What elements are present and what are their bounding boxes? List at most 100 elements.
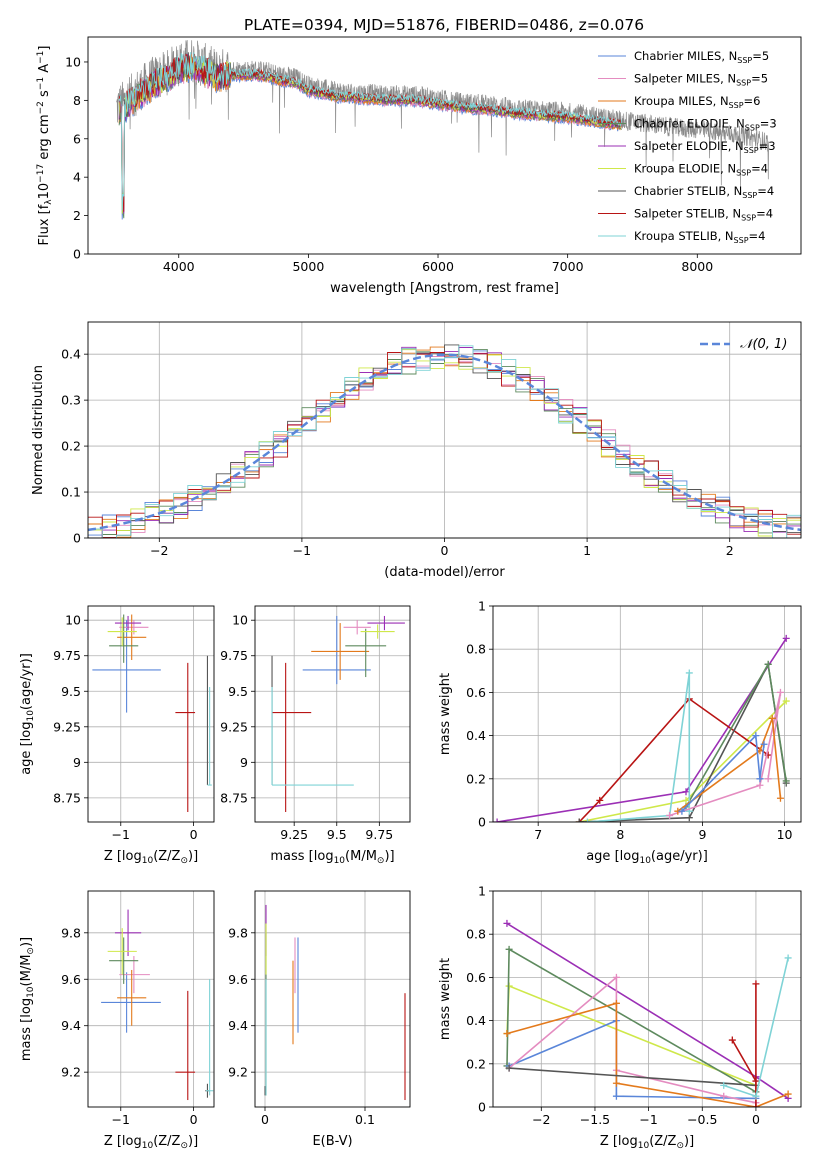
y-axis-label: mass [log10(M/M⊙)] (19, 937, 36, 1061)
x-tick-label: 1 (583, 543, 591, 558)
weight-marker (764, 775, 772, 783)
y-tick-label: 0.4 (466, 728, 486, 743)
weight-marker (784, 1090, 792, 1098)
weight-marker (505, 1064, 513, 1072)
y-tick-label: 8.75 (53, 790, 81, 805)
legend-label: Chabrier ELODIE, NSSP=3 (634, 117, 777, 133)
x-tick-label: −2 (532, 1112, 550, 1127)
model-spectrum (118, 52, 623, 211)
weight-line (496, 637, 787, 822)
weight-marker (503, 1030, 511, 1038)
y-tick-label: 0 (478, 815, 486, 830)
x-axis-label-part: mass [log (270, 849, 333, 864)
x-tick-label: −1 (639, 1112, 657, 1127)
legend-sub: SSP (741, 214, 756, 223)
x-axis-label-part: Z [log (104, 1134, 142, 1149)
weight-line (508, 975, 757, 1104)
x-axis-label: Z [log10(Z/Z⊙)] (104, 849, 198, 866)
x-axis-label-part: ⊙ (180, 856, 188, 866)
legend-label: Chabrier STELIB, NSSP=4 (634, 184, 774, 200)
axes-frame (254, 605, 411, 823)
legend-tail: =3 (760, 117, 777, 131)
y-tick-label: 10 (65, 54, 81, 69)
x-axis-label-part: )] (188, 849, 198, 864)
legend-tail: =4 (757, 184, 774, 198)
y-tick-label: 0.1 (61, 485, 81, 500)
legend-base: Kroupa ELODIE, N (634, 162, 736, 176)
x-tick-label: 9.75 (365, 827, 393, 842)
x-tick-label: 0 (261, 1112, 269, 1127)
x-tick-label: 10 (777, 827, 793, 842)
mass-vs-Z-panel: −1 09.29.49.69.8Z [log10(Z/Z⊙)]mass [log1… (19, 890, 215, 1151)
y-tick-label: 9.2 (228, 1065, 248, 1080)
y-axis-label-part: −1 (36, 51, 46, 64)
weight-marker (752, 1077, 760, 1085)
weight-lines (503, 919, 792, 1107)
axes-frame (87, 321, 802, 539)
y-tick-label: 0 (73, 531, 81, 546)
weight-line (578, 697, 769, 822)
y-tick-label: 9.8 (61, 925, 81, 940)
axes-frame (492, 605, 802, 823)
weight-marker (583, 818, 591, 822)
x-axis-label-part: (age/yr)] (651, 849, 708, 864)
weight-marker (596, 796, 604, 804)
weight-marker (752, 980, 760, 988)
x-axis-label-part: ⊙ (180, 1141, 188, 1151)
weight-marker (612, 973, 620, 981)
x-axis-label-part: ⊙ (676, 1141, 684, 1151)
x-tick-label: 5000 (292, 259, 324, 274)
errorbars (264, 904, 406, 1101)
legend-label: Kroupa ELODIE, NSSP=4 (634, 162, 768, 178)
y-tick-label: 0 (73, 247, 81, 262)
y-tick-label: 9.25 (220, 719, 248, 734)
y-axis-label: mass weight (438, 673, 453, 755)
legend-label: Salpeter STELIB, NSSP=4 (634, 207, 773, 223)
weight-marker (752, 1092, 760, 1100)
weight-marker (782, 634, 790, 642)
axes-frame (492, 890, 802, 1108)
x-axis-label-part: ⊙ (377, 856, 385, 866)
spectrum-lines (116, 40, 769, 220)
y-axis-label-part: −2 (36, 101, 46, 114)
weight-marker (685, 814, 693, 822)
legend-tail: =5 (752, 49, 769, 63)
x-tick-label: 8000 (681, 259, 713, 274)
x-axis-label: wavelength [Angstrom, rest frame] (330, 281, 559, 296)
x-tick-label: 0 (190, 1112, 198, 1127)
weight-marker (678, 807, 686, 815)
x-tick-label: 9 (698, 827, 706, 842)
weight-marker (784, 954, 792, 962)
weight-marker (782, 697, 790, 705)
y-tick-label: 0.4 (61, 347, 81, 362)
y-tick-label: 10 (232, 613, 248, 628)
x-tick-label: 4000 (163, 259, 195, 274)
axes-frame (87, 605, 215, 823)
y-tick-label: 0.3 (61, 393, 81, 408)
weight-marker (752, 1103, 760, 1107)
y-tick-label: 0.6 (466, 685, 486, 700)
x-tick-label: −1.5 (580, 1112, 610, 1127)
y-tick-label: 8.75 (220, 790, 248, 805)
y-tick-label: 8 (73, 93, 81, 108)
legend-tail: =5 (751, 72, 768, 86)
x-axis-label-part: 10 (334, 856, 346, 866)
legend-sub: SSP (742, 191, 757, 200)
y-tick-label: 9.4 (228, 1018, 248, 1033)
y-axis-label: mass weight (438, 958, 453, 1040)
legend-base: Kroupa MILES, N (634, 94, 729, 108)
normal-reference-curve (88, 353, 801, 532)
weight-vs-Z-panel: −2 −1.5 −1 −0.5 0 0 0.2 0.4 0.6 0.8 1 Z [log10(Z/Z⊙… (438, 884, 802, 1151)
y-tick-label: 9.6 (61, 972, 81, 987)
weight-marker (682, 788, 690, 796)
x-tick-label: 0.1 (355, 1112, 375, 1127)
y-tick-label: 9.75 (53, 648, 81, 663)
legend-tail: =3 (759, 139, 776, 153)
legend-tail: =6 (744, 94, 761, 108)
x-axis-label: Z [log10(Z/Z⊙)] (600, 1134, 694, 1151)
x-axis-label-part: (M/M (345, 849, 377, 864)
